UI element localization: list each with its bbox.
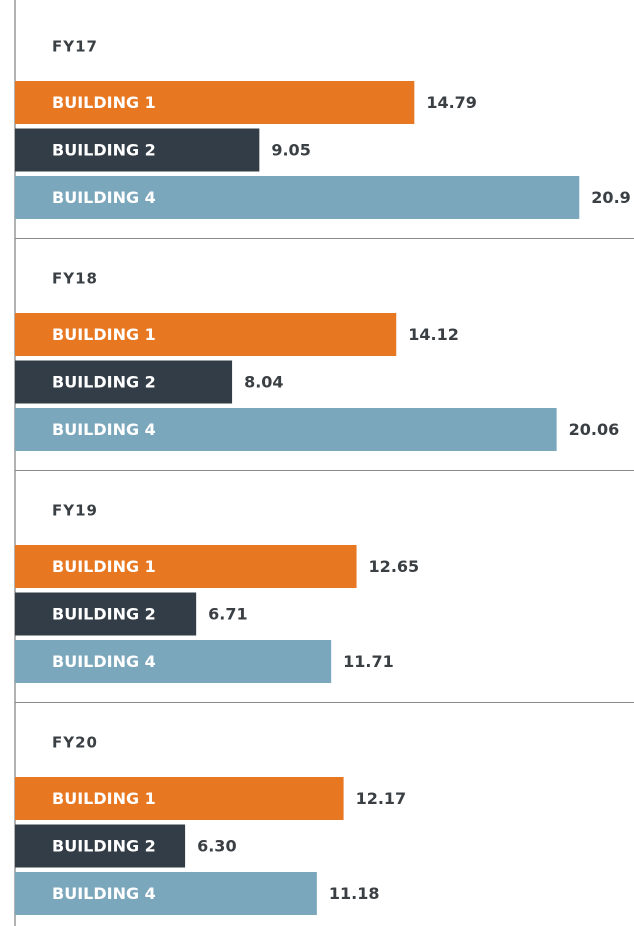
value-label: 9.05 [271,141,310,160]
bar [15,872,317,915]
bar [15,777,344,820]
bar [15,545,357,588]
value-label: 14.79 [426,93,477,112]
bar [15,824,186,868]
value-label: 20.9 [591,188,630,207]
value-label: 14.12 [408,325,459,344]
bar [15,81,415,124]
category-label: FY19 [52,502,98,520]
bar-label: BUILDING 4 [52,420,156,439]
bar [15,313,397,356]
value-label: 6.30 [197,837,236,856]
bar-label: BUILDING 4 [52,884,156,903]
bar [15,360,233,404]
bar-label: BUILDING 1 [52,93,156,112]
value-label: 6.71 [208,605,247,624]
bar-label: BUILDING 4 [52,652,156,671]
category-label: FY17 [52,38,98,56]
bar-label: BUILDING 1 [52,789,156,808]
bar [15,176,580,219]
bar [15,592,197,636]
value-label: 12.65 [369,557,420,576]
bar-label: BUILDING 2 [52,373,156,392]
value-label: 11.18 [329,884,380,903]
category-label: FY20 [52,734,98,752]
bar-label: BUILDING 1 [52,325,156,344]
bar-label: BUILDING 2 [52,605,156,624]
value-label: 11.71 [343,652,394,671]
bar [15,640,332,683]
bar-label: BUILDING 4 [52,188,156,207]
bar [15,408,557,451]
value-label: 20.06 [569,420,620,439]
value-label: 12.17 [356,789,407,808]
value-label: 8.04 [244,373,283,392]
category-label: FY18 [52,270,98,288]
bar-label: BUILDING 2 [52,837,156,856]
bar-label: BUILDING 1 [52,557,156,576]
bar [15,128,260,172]
bar-label: BUILDING 2 [52,141,156,160]
